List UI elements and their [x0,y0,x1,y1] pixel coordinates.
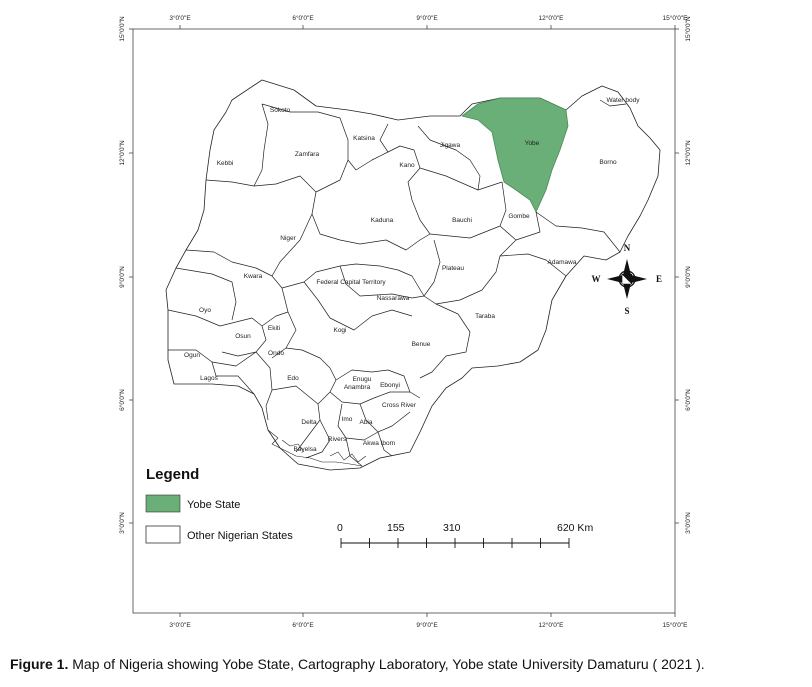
state-label: Bayelsa [293,446,317,453]
state-label: Kaduna [371,217,394,224]
scale-bar: 0 155 310 620 Km [337,522,593,548]
map-figure: 3°0'0"E 3°0'0"E 6°0'0"E 6°0'0"E 9°0'0"E 9°0'0… [118,14,692,629]
state-label: Enugu [353,376,372,383]
latitude-label-left: 12°0'0"N [118,140,126,166]
scale-label-620: 620 Km [557,522,593,534]
state-label: Kano [399,162,415,169]
latitude-label-right: 12°0'0"N [684,140,692,166]
yobe-state [461,97,569,213]
state-label: Niger [280,235,296,242]
state-label: Jigawa [440,142,461,149]
map-frame [132,28,676,614]
state-label: Taraba [475,313,495,320]
state-label: Osun [235,333,251,340]
longitude-label-top: 15°0'0"E [663,14,689,22]
state-label: Benue [412,341,431,348]
graticule-ticks: 3°0'0"E 3°0'0"E 6°0'0"E 6°0'0"E 9°0'0"E 9°0'0… [118,14,692,629]
state-label: Bauchi [452,217,472,224]
south-label: S [624,306,629,316]
state-label: Lagos [200,375,218,382]
state-label: Katsina [353,135,375,142]
longitude-label-top: 12°0'0"E [539,14,565,22]
state-label: Delta [301,419,317,426]
north-arrow: N S E W [592,243,663,316]
state-label: Ekiti [268,325,280,332]
figure-caption: Figure 1. Map of Nigeria showing Yobe St… [10,656,810,672]
state-label: Abia [359,419,372,426]
north-label: N [624,243,631,253]
longitude-label-top: 9°0'0"E [416,14,438,22]
west-label: W [592,274,601,284]
state-label: Kebbi [217,160,234,167]
latitude-label-left: 15°0'0"N [118,16,126,42]
state-labels: Sokoto Katsina Jigawa Yobe Water body Borno Za… [184,97,640,453]
state-label: Plateau [442,265,464,272]
state-label: Borno [599,159,617,166]
state-label: Oyo [199,307,211,314]
longitude-label-top: 3°0'0"E [169,14,191,22]
longitude-label-bottom: 12°0'0"E [539,621,565,629]
latitude-label-right: 6°0'0"N [684,389,692,411]
longitude-label-bottom: 15°0'0"E [663,621,689,629]
east-label: E [656,274,662,284]
legend-label-yobe: Yobe State [187,499,240,511]
state-label: Kogi [333,327,346,334]
state-label: Sokoto [270,107,291,114]
state-label: Kwara [244,273,263,280]
legend: Legend Yobe State Other Nigerian States [145,466,293,544]
legend-swatch-yobe [145,494,181,513]
state-label: Adamawa [548,259,577,266]
state-label: Federal Capital Territory [316,279,386,286]
state-label: Ebonyi [380,382,400,389]
state-label: Rivers [328,436,347,443]
scale-label-155: 155 [387,522,405,534]
state-label: Ogun [184,352,200,359]
scale-label-0: 0 [337,522,343,534]
legend-swatch-other [145,525,181,544]
state-borders [167,99,627,467]
latitude-label-right: 15°0'0"N [684,16,692,42]
nigeria-map [165,79,661,471]
state-label: Yobe [525,140,540,147]
longitude-label-bottom: 6°0'0"E [292,621,314,629]
latitude-label-right: 3°0'0"N [684,512,692,534]
longitude-label-bottom: 3°0'0"E [169,621,191,629]
nigeria-outline [165,79,661,471]
state-label: Cross River [382,402,417,409]
scale-ticks [340,538,570,548]
caption-prefix: Figure 1. [10,656,69,672]
longitude-label-bottom: 9°0'0"E [416,621,438,629]
caption-text: Map of Nigeria showing Yobe State, Carto… [68,656,705,672]
state-label: Imo [342,416,353,423]
state-label: Nassarawa [377,295,410,302]
state-label: Edo [287,375,299,382]
scale-label-310: 310 [443,522,461,534]
state-label: Anambra [344,384,371,391]
state-label: Gombe [508,213,530,220]
state-label: Akwa Ibom [363,440,395,447]
coastal-creeks [267,429,367,467]
legend-label-other: Other Nigerian States [187,530,293,542]
state-label: Water body [607,97,641,104]
longitude-label-top: 6°0'0"E [292,14,314,22]
latitude-label-left: 9°0'0"N [118,266,126,288]
latitude-label-right: 9°0'0"N [684,266,692,288]
legend-title: Legend [146,466,199,483]
state-label: Zamfara [295,151,320,158]
latitude-label-left: 3°0'0"N [118,512,126,534]
state-label: Ondo [268,350,284,357]
latitude-label-left: 6°0'0"N [118,389,126,411]
